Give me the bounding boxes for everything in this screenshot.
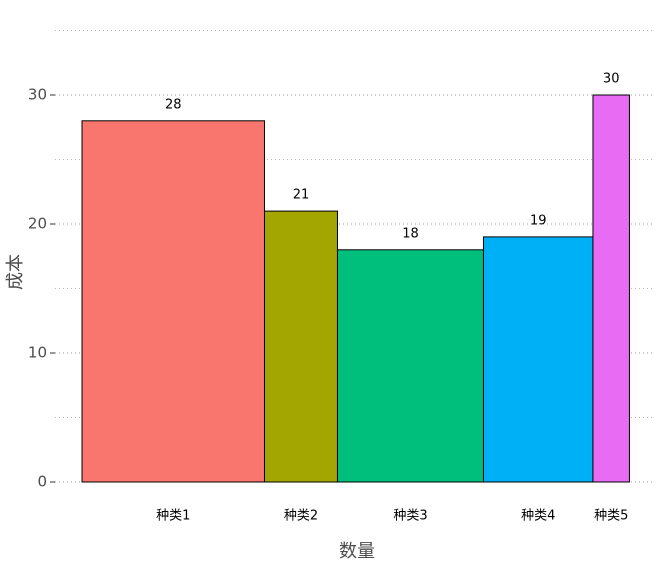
bar [592, 94, 630, 483]
value-label: 30 [603, 72, 620, 87]
y-tick-label: 10 [28, 344, 47, 362]
y-tick-label: 20 [28, 215, 47, 233]
x-tick-label: 种类5 [594, 509, 628, 524]
x-tick-label: 种类2 [284, 509, 318, 524]
x-axis-title: 数量 [339, 541, 375, 562]
bar [81, 120, 265, 483]
x-tick-label: 种类4 [521, 509, 555, 524]
x-tick-label: 种类3 [393, 509, 427, 524]
y-tick-label: 30 [28, 86, 47, 104]
bar [263, 210, 338, 483]
value-label: 19 [530, 213, 547, 228]
x-tick-label: 种类1 [156, 509, 190, 524]
y-axis-title: 成本 [5, 254, 26, 290]
value-label: 21 [293, 188, 310, 203]
value-label: 28 [165, 97, 182, 112]
value-label: 18 [402, 226, 419, 241]
bar [336, 249, 484, 483]
bar [482, 236, 594, 483]
y-tick-label: 0 [37, 473, 47, 491]
